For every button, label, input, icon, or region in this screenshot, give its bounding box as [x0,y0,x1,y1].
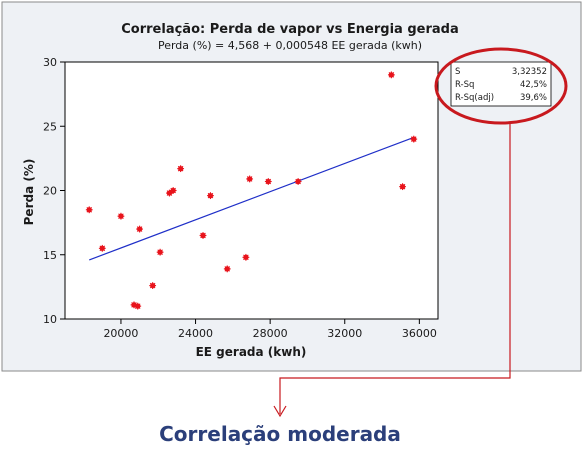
x-tick-label: 20000 [103,327,138,340]
y-tick-label: 20 [43,185,57,198]
chart-title: Correlação: Perda de vapor vs Energia ge… [121,22,458,37]
plot-area [64,61,439,320]
x-tick-label: 24000 [178,327,213,340]
data-point [98,244,106,252]
regression-line-group [89,136,414,261]
data-points [85,71,418,310]
data-point [387,71,395,79]
stats-row-s: S 3,32352 [455,67,547,77]
stats-value: 42,5% [520,80,547,90]
data-point [199,232,207,239]
data-point [85,206,93,214]
y-tick-label: 25 [43,120,57,133]
y-axis: 10 15 20 25 30 [43,56,65,326]
data-point [177,165,185,173]
stats-row-r-sq: R-Sq 42,5% [455,80,547,90]
stats-box [450,61,552,107]
stats-row-r-sq-adj: R-Sq(adj) 39,6% [455,93,547,103]
data-point [207,192,214,200]
regression-line [89,136,414,261]
data-point [117,212,125,220]
x-tick-label: 28000 [253,327,288,340]
data-point [246,175,254,183]
conclusion-text: Correlação moderada [159,422,401,446]
stats-highlight-ellipse [434,47,568,125]
stats-value: 39,6% [520,93,547,103]
annotation-connector [279,123,511,414]
x-axis-label: EE gerada (kwh) [196,345,307,359]
stats-label: R-Sq [455,80,474,90]
stats-label: S [455,67,460,77]
x-axis: 20000 24000 28000 32000 36000 [103,319,437,340]
y-axis-label: Perda (%) [22,159,36,226]
stats-label: R-Sq(adj) [455,93,494,103]
x-tick-label: 36000 [402,327,437,340]
x-tick-label: 32000 [327,327,362,340]
chart-subtitle: Perda (%) = 4,568 + 0,000548 EE gerada (… [158,39,422,52]
data-point [294,178,302,185]
y-tick-label: 15 [43,249,57,262]
data-point [169,187,177,194]
data-point [242,253,250,261]
data-point [264,178,272,185]
y-tick-label: 10 [43,313,57,326]
data-point [223,265,231,273]
data-point [399,183,406,191]
data-point [156,248,164,256]
data-point [410,135,418,143]
data-point [136,225,143,233]
y-tick-label: 30 [43,56,57,69]
data-point [149,282,157,289]
arrow-head-icon [273,405,287,418]
data-point [134,302,142,310]
stats-value: 3,32352 [512,67,547,77]
